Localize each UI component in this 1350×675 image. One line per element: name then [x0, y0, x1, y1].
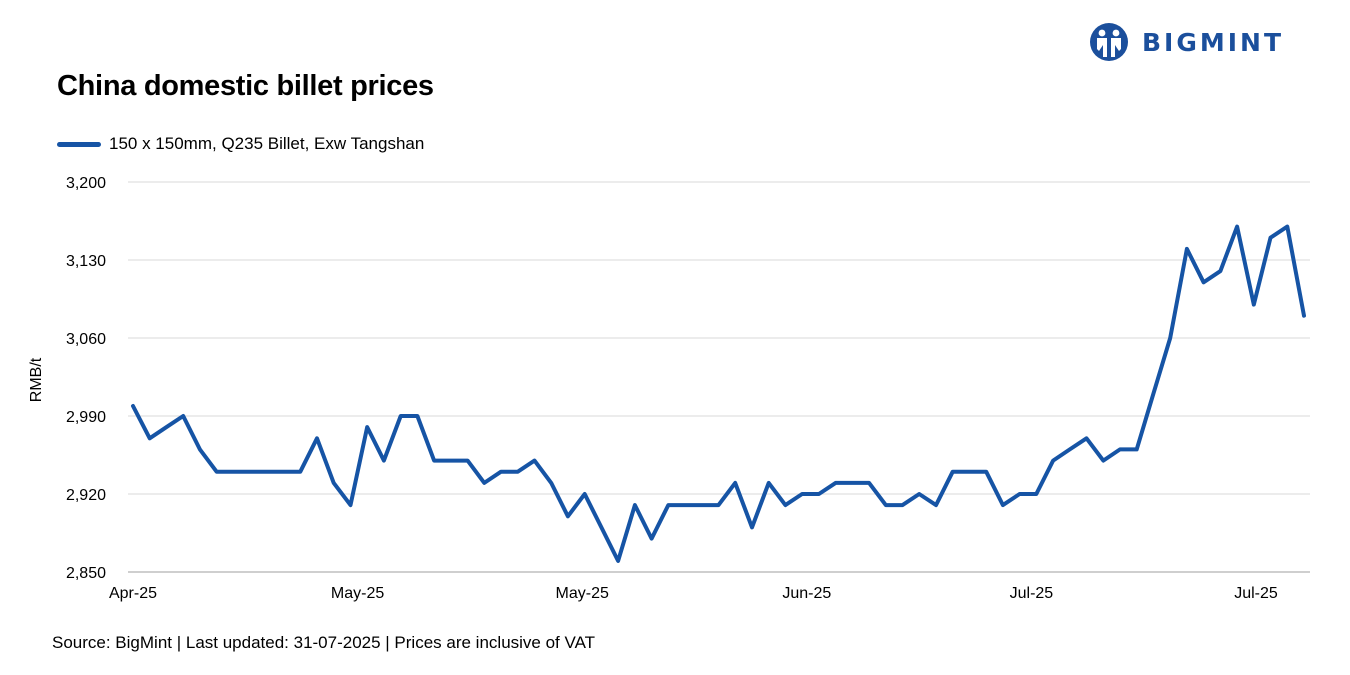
chart-legend: 150 x 150mm, Q235 Billet, Exw Tangshan — [57, 134, 424, 154]
series-line — [131, 224, 1306, 563]
source-note: Source: BigMint | Last updated: 31-07-20… — [52, 633, 596, 652]
y-tick-label: 2,850 — [66, 565, 106, 582]
x-tick-label: May-25 — [556, 585, 609, 602]
chart-title: China domestic billet prices — [57, 70, 434, 102]
brand-name: BIGMINT — [1142, 27, 1285, 57]
y-tick-label: 2,920 — [66, 487, 106, 504]
x-tick-label: Jun-25 — [782, 585, 831, 602]
gridlines — [128, 181, 1310, 573]
y-tick-label: 3,200 — [66, 175, 106, 192]
x-tick-label: May-25 — [331, 585, 384, 602]
x-tick-label: Jul-25 — [1234, 585, 1278, 602]
y-tick-label: 2,990 — [66, 409, 106, 426]
y-tick-labels: 3,200 3,130 3,060 2,990 2,920 2,850 — [66, 175, 106, 582]
bigmint-logo: BIGMINT — [1086, 21, 1284, 63]
legend-label: 150 x 150mm, Q235 Billet, Exw Tangshan — [109, 134, 425, 153]
y-tick-label: 3,060 — [66, 331, 106, 348]
legend-swatch — [57, 141, 101, 147]
series-lines — [131, 224, 1306, 563]
y-tick-label: 3,130 — [66, 253, 106, 270]
y-axis-label: RMB/t — [28, 357, 45, 402]
x-tick-labels: Apr-25 May-25 May-25 Jun-25 Jul-25 Jul-25 — [109, 585, 1278, 602]
bigmint-logo-icon — [1090, 23, 1128, 61]
x-tick-label: Jul-25 — [1010, 585, 1054, 602]
x-tick-label: Apr-25 — [109, 585, 157, 602]
